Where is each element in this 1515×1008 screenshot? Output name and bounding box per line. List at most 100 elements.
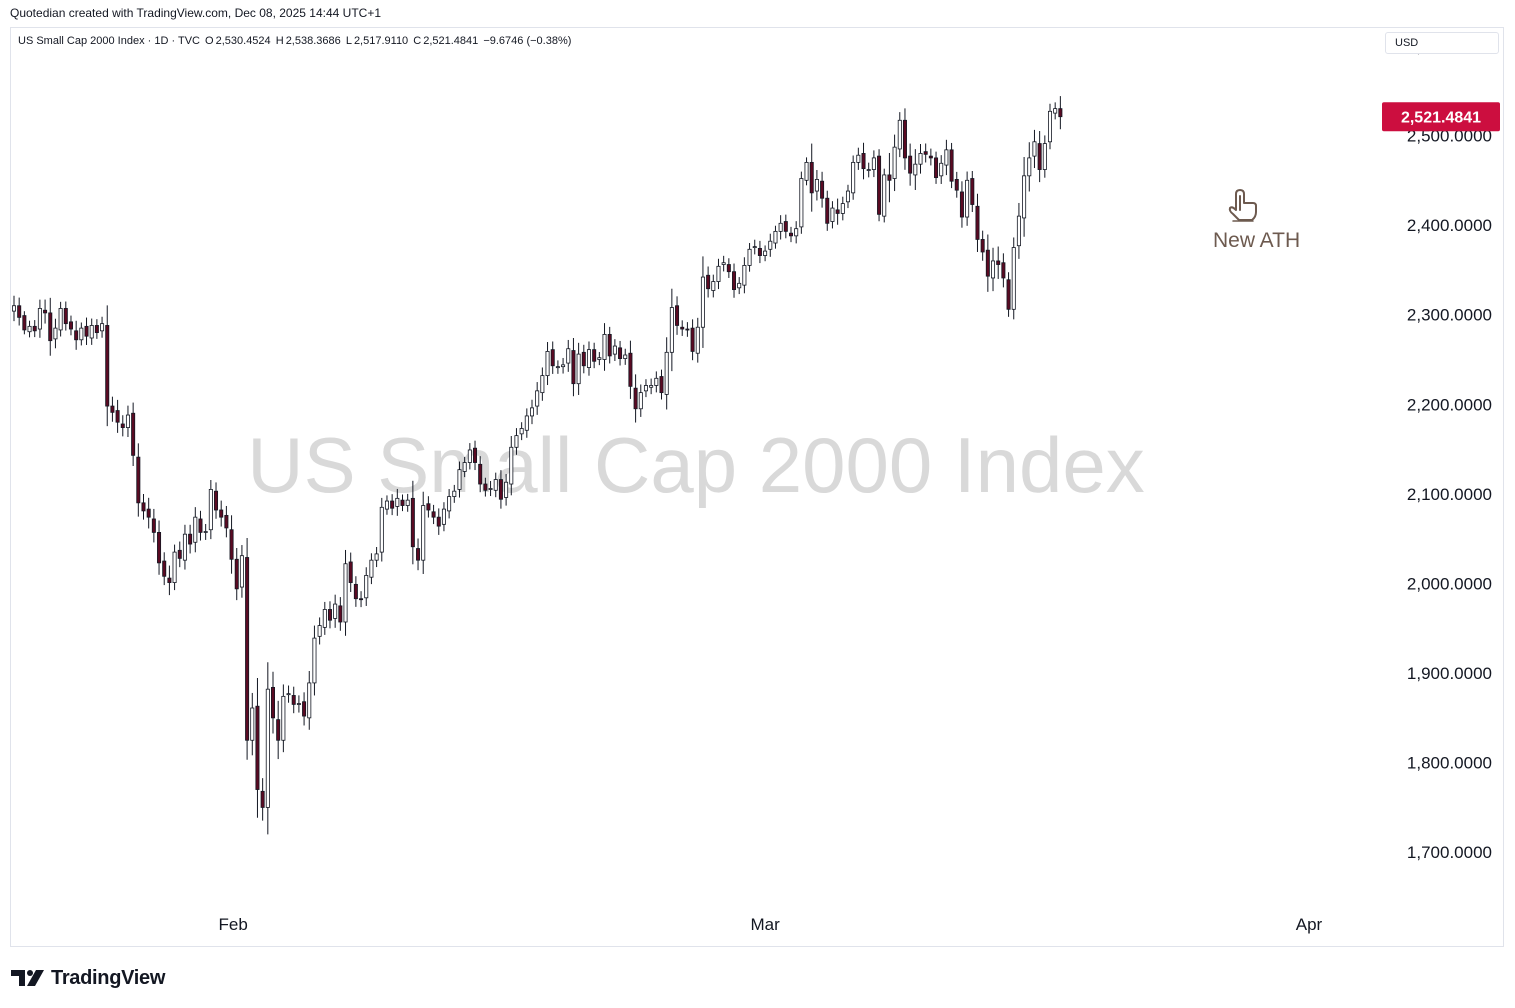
candle <box>840 196 845 221</box>
high-value: 2,538.3686 <box>285 35 341 47</box>
candle <box>820 171 825 208</box>
candle <box>467 443 472 470</box>
candle <box>928 148 933 166</box>
candle <box>410 480 415 565</box>
candle <box>783 214 788 239</box>
candle <box>530 399 535 425</box>
candle <box>260 778 265 821</box>
candle <box>851 155 856 200</box>
candle <box>902 108 907 170</box>
chart-frame[interactable] <box>10 27 1504 947</box>
candle <box>43 299 48 324</box>
candle <box>307 671 312 730</box>
candle <box>970 170 975 213</box>
candle <box>296 695 301 713</box>
candle <box>592 342 597 369</box>
candle <box>643 379 648 398</box>
candle <box>685 322 690 337</box>
candle <box>975 193 980 252</box>
candle <box>514 428 519 455</box>
candle <box>871 150 876 178</box>
candle <box>623 348 628 365</box>
candle <box>659 369 664 400</box>
candle <box>773 225 778 249</box>
candle <box>949 142 954 189</box>
candle <box>214 482 219 519</box>
candle <box>923 143 928 163</box>
candle <box>612 339 617 362</box>
candle <box>141 494 146 520</box>
candle <box>726 258 731 278</box>
candle <box>1001 253 1006 288</box>
candle <box>934 151 939 184</box>
candle <box>162 552 167 586</box>
candle <box>286 685 291 703</box>
candle <box>944 139 949 176</box>
candle <box>27 320 32 338</box>
currency-selector[interactable]: USD <box>1385 32 1499 54</box>
candle <box>918 144 923 174</box>
tradingview-brand[interactable]: TradingView <box>11 964 165 992</box>
candle <box>991 247 996 292</box>
new-ath-label: New ATH <box>1213 229 1300 252</box>
candle <box>535 382 540 415</box>
candle <box>105 305 110 427</box>
candle <box>462 456 467 478</box>
candle <box>700 256 705 348</box>
candle <box>866 162 871 178</box>
x-tick-label: Apr <box>1296 915 1323 934</box>
candle <box>172 544 177 591</box>
candle <box>312 625 317 696</box>
candle <box>317 617 322 645</box>
close-label: C <box>413 35 422 47</box>
candle <box>63 301 68 331</box>
candle <box>576 342 581 395</box>
price-axis[interactable]: 1,700.0000 1,800.0000 1,900.0000 2,000.0000… <box>1407 37 1492 862</box>
pointing-hand-icon <box>1228 189 1257 222</box>
candle <box>1032 129 1037 169</box>
candle <box>157 520 162 575</box>
candle <box>84 317 89 345</box>
candle <box>711 274 716 298</box>
candle <box>457 461 462 498</box>
symbol-label[interactable]: US Small Cap 2000 Index · 1D · TVC <box>18 35 200 47</box>
candle <box>22 311 27 335</box>
candle <box>110 396 115 422</box>
candle <box>633 374 638 423</box>
candle <box>804 157 809 186</box>
candle <box>757 240 762 264</box>
candle <box>79 322 84 346</box>
candle <box>1042 135 1047 178</box>
y-tick-label: 2,200.0000 <box>1407 395 1492 414</box>
candle <box>980 230 985 261</box>
candle <box>716 258 721 290</box>
candle <box>198 510 203 541</box>
candle <box>732 263 737 298</box>
y-tick-label: 2,100.0000 <box>1407 485 1492 504</box>
time-axis[interactable]: FebMarAprMayJunJulAugSepOctNovDec2026 <box>219 915 1515 934</box>
candle <box>348 552 353 592</box>
candle <box>322 601 327 635</box>
candle <box>250 692 255 756</box>
open-label: O <box>205 35 214 47</box>
candle <box>1011 237 1016 320</box>
candle <box>68 315 73 336</box>
candle <box>58 301 63 337</box>
candle <box>400 494 405 512</box>
candle <box>167 565 172 596</box>
candle <box>882 168 887 223</box>
candle <box>737 277 742 295</box>
x-tick-label: Mar <box>750 915 780 934</box>
candle <box>954 171 959 198</box>
candle <box>1037 131 1042 183</box>
y-tick-label: 1,900.0000 <box>1407 664 1492 683</box>
candle <box>146 497 151 529</box>
candle <box>959 181 964 228</box>
change-value: −9.6746 (−0.38%) <box>483 35 572 47</box>
chart-watermark: US Small Cap 2000 Index <box>247 421 1145 509</box>
candle <box>555 360 560 374</box>
candle <box>504 474 509 506</box>
y-tick-label: 2,000.0000 <box>1407 574 1492 593</box>
candle <box>94 319 99 339</box>
